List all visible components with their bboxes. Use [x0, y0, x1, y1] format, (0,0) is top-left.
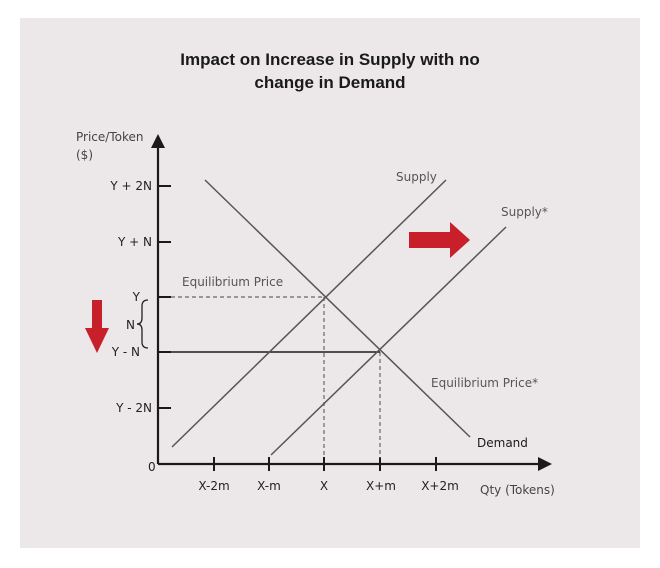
arrow-right-icon — [409, 222, 470, 258]
x-tick-label: X-m — [257, 479, 281, 493]
new-supply-label: Supply* — [501, 205, 548, 219]
demand-label: Demand — [477, 436, 528, 450]
demand-curve — [204, 179, 471, 438]
y-tick-label: Y — [132, 290, 141, 304]
supply-label: Supply — [396, 170, 437, 184]
title-line-1: Impact on Increase in Supply with no — [180, 50, 480, 69]
diagram-title: Impact on Increase in Supply with no cha… — [0, 48, 660, 94]
arrow-down-icon — [85, 300, 109, 353]
diagram-panel — [20, 18, 640, 548]
y-tick-label: Y - 2N — [115, 401, 152, 415]
x-axis-arrowhead — [538, 457, 552, 471]
new-supply-curve — [270, 226, 507, 456]
supply-curve — [171, 179, 447, 448]
new-equilibrium-label: Equilibrium Price* — [431, 376, 538, 390]
x-tick-label: X-2m — [198, 479, 229, 493]
y-axis-label-1: Price/Token — [76, 130, 143, 144]
y-axis-arrowhead — [151, 134, 165, 148]
y-tick-label: Y + 2N — [109, 179, 152, 193]
x-axis-label: Qty (Tokens) — [480, 483, 555, 497]
x-tick-label: X+2m — [421, 479, 459, 493]
equilibrium-label: Equilibrium Price — [182, 275, 283, 289]
n-brace — [136, 299, 149, 349]
n-label: N — [126, 318, 135, 332]
origin-label: 0 — [148, 460, 156, 474]
y-tick-label: Y - N — [111, 345, 140, 359]
title-line-2: change in Demand — [254, 73, 406, 92]
x-tick-label: X+m — [366, 479, 396, 493]
y-axis-label-2: ($) — [76, 148, 93, 162]
y-tick-label: Y + N — [117, 235, 152, 249]
x-tick-label: X — [320, 479, 328, 493]
